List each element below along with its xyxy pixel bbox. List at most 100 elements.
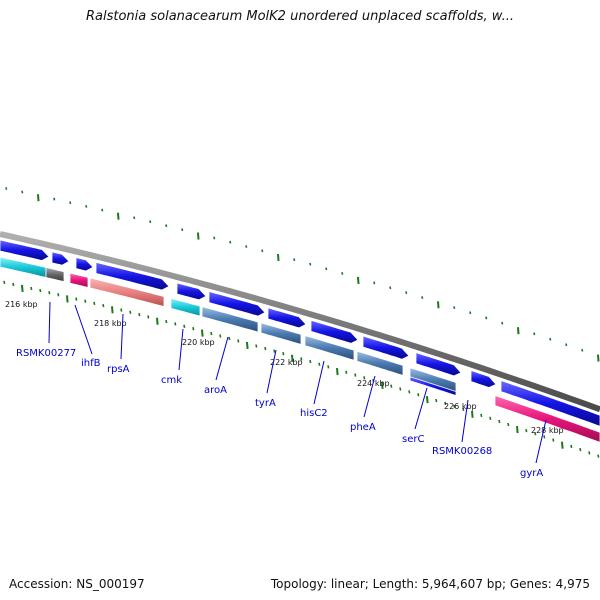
- cds-feature-track: [0, 239, 600, 427]
- gene-label-hisc2[interactable]: hisC2: [300, 408, 328, 419]
- kbp-label-216: 216 kbp: [5, 300, 38, 309]
- outer-tick-13: [213, 236, 216, 240]
- inner-tick-46: [417, 393, 420, 397]
- inner-tick-48: [435, 398, 438, 403]
- inner-tick-39: [354, 373, 357, 377]
- gene-label-rpsa[interactable]: rpsA: [107, 364, 130, 375]
- outer-tick-16: [261, 249, 264, 253]
- inner-tick-25: [228, 336, 231, 341]
- gene-labels: RSMK00277 ihfB rpsA cmk aroA tyrA hisC2 …: [16, 348, 543, 479]
- inner-tick-11: [102, 303, 105, 308]
- outer-tick-37: [597, 354, 600, 362]
- inner-tick-37: [336, 368, 339, 376]
- outer-tick-9: [149, 220, 152, 224]
- gene-label-gyra[interactable]: gyrA: [520, 468, 543, 479]
- inner-tick-35: [318, 362, 321, 366]
- outer-tick-20: [325, 267, 328, 271]
- serc-strand-bar: [409, 376, 457, 397]
- leader-line-6: [266, 349, 277, 394]
- outer-tick-29: [469, 311, 472, 315]
- inner-tick-3: [30, 286, 33, 291]
- inner-tick-52: [471, 410, 474, 418]
- inner-tick-18: [165, 319, 168, 324]
- inner-tick-44: [399, 387, 402, 391]
- inner-tick-63: [570, 444, 573, 449]
- feature-band-steel-9: [356, 350, 404, 377]
- sequence-backbone: [0, 231, 600, 413]
- gene-label-ihfb[interactable]: ihfB: [81, 358, 101, 369]
- feature-band-magenta-11: [494, 395, 600, 443]
- cds-arrow-3: [75, 256, 94, 272]
- outer-tick-1: [21, 190, 24, 194]
- inner-tick-9: [84, 299, 87, 303]
- feature-band-cyan-5: [170, 297, 201, 317]
- inner-tick-31: [282, 352, 285, 356]
- cds-arrow-9: [362, 335, 410, 360]
- inner-tick-38: [345, 370, 348, 374]
- gene-label-rsmk00268[interactable]: RSMK00268: [432, 446, 492, 457]
- inner-tick-29: [264, 346, 267, 351]
- gene-label-phea[interactable]: pheA: [350, 422, 376, 433]
- inner-tick-1: [12, 282, 15, 287]
- kbp-label-226: 226 kbp: [444, 402, 477, 411]
- outer-tick-12: [197, 232, 200, 240]
- outer-tick-17: [277, 253, 280, 262]
- cds-arrow-2: [51, 251, 70, 266]
- outer-tick-4: [69, 201, 72, 205]
- inner-tick-13: [120, 308, 123, 312]
- kbp-label-222: 222 kbp: [270, 358, 303, 367]
- outer-tick-31: [501, 321, 504, 325]
- cds-arrow-5: [176, 282, 207, 301]
- inner-tick-42: [381, 381, 384, 389]
- inner-tick-4: [39, 288, 42, 293]
- gene-label-serc[interactable]: serC: [402, 434, 424, 445]
- inner-tick-17: [156, 317, 159, 325]
- kbp-label-220: 220 kbp: [182, 338, 215, 347]
- inner-tick-59: [534, 432, 537, 436]
- outer-tick-32: [517, 327, 520, 335]
- feature-band-magenta-3: [69, 272, 89, 288]
- inner-tick-56: [507, 422, 510, 427]
- outer-tick-11: [181, 228, 184, 232]
- kbp-label-218: 218 kbp: [94, 319, 127, 328]
- inner-tick-2: [21, 284, 24, 293]
- inner-tick-40: [363, 376, 366, 380]
- inner-tick-30: [273, 349, 276, 353]
- feature-band-steel-6: [201, 306, 259, 333]
- colored-feature-track: [0, 256, 600, 443]
- outer-tick-34: [549, 337, 552, 341]
- inner-tick-15: [138, 312, 141, 317]
- gene-label-cmk[interactable]: cmk: [161, 375, 182, 386]
- inner-tick-22: [201, 329, 204, 337]
- inner-tick-58: [525, 428, 528, 433]
- gene-label-tyra[interactable]: tyrA: [255, 398, 276, 409]
- gene-label-leaders: [48, 301, 547, 464]
- map-title: Ralstonia solanacearum MolK2 unordered u…: [85, 9, 514, 24]
- inner-tick-28: [255, 344, 258, 348]
- gene-label-aroa[interactable]: aroA: [204, 385, 227, 396]
- inner-tick-7: [66, 295, 69, 303]
- feature-band-steel-7: [260, 322, 302, 345]
- inner-tick-51: [462, 407, 465, 412]
- inner-tick-62: [561, 441, 564, 449]
- leader-line-2: [74, 304, 93, 355]
- outer-tick-7: [117, 212, 120, 220]
- feature-band-salmon-4: [89, 277, 165, 308]
- outer-tick-21: [341, 272, 344, 275]
- leader-line-9: [414, 387, 428, 430]
- gene-label-rsmk00277[interactable]: RSMK00277: [16, 348, 76, 359]
- outer-tick-track: [5, 187, 600, 362]
- inner-tick-66: [597, 454, 600, 458]
- inner-tick-19: [174, 322, 177, 326]
- inner-tick-53: [480, 413, 483, 418]
- inner-tick-33: [300, 357, 303, 361]
- inner-tick-6: [57, 293, 60, 297]
- outer-tick-10: [165, 224, 168, 228]
- outer-tick-28: [453, 306, 456, 310]
- inner-tick-23: [210, 331, 213, 336]
- outer-tick-25: [405, 291, 408, 295]
- outer-tick-18: [293, 258, 296, 262]
- leader-line-7: [313, 360, 325, 405]
- inner-tick-57: [516, 425, 519, 434]
